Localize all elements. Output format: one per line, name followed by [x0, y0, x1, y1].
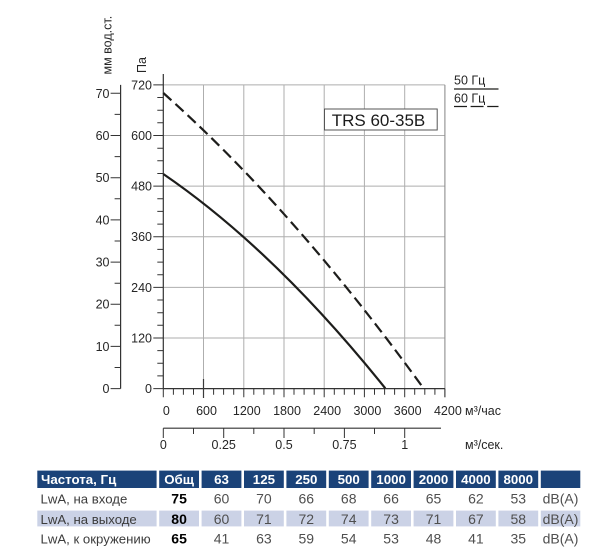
svg-text:63: 63 — [214, 472, 229, 487]
svg-text:10: 10 — [96, 340, 110, 354]
svg-text:66: 66 — [383, 491, 399, 507]
svg-text:LwA, к окружению: LwA, к окружению — [41, 532, 151, 547]
svg-text:41: 41 — [468, 531, 484, 547]
svg-text:68: 68 — [341, 491, 357, 507]
svg-text:62: 62 — [468, 491, 484, 507]
svg-text:dB(A): dB(A) — [543, 491, 579, 507]
svg-text:80: 80 — [171, 511, 187, 527]
svg-text:66: 66 — [299, 491, 315, 507]
svg-text:3000: 3000 — [353, 404, 381, 418]
svg-text:65: 65 — [171, 531, 187, 547]
svg-text:1: 1 — [401, 438, 408, 452]
svg-text:LwA, на выходе: LwA, на выходе — [41, 512, 137, 527]
svg-text:75: 75 — [171, 491, 187, 507]
svg-text:0.5: 0.5 — [275, 438, 292, 452]
svg-text:600: 600 — [196, 404, 217, 418]
svg-text:71: 71 — [256, 511, 272, 527]
svg-text:dB(A): dB(A) — [543, 511, 579, 527]
svg-text:73: 73 — [383, 511, 399, 527]
svg-text:71: 71 — [426, 511, 442, 527]
svg-text:53: 53 — [511, 491, 527, 507]
svg-text:720: 720 — [131, 78, 152, 92]
svg-text:125: 125 — [253, 472, 276, 487]
svg-text:65: 65 — [426, 491, 442, 507]
svg-text:60: 60 — [214, 491, 230, 507]
svg-text:мм вод.ст.: мм вод.ст. — [101, 16, 115, 75]
svg-text:20: 20 — [96, 298, 110, 312]
svg-text:Па: Па — [135, 57, 149, 73]
svg-text:500: 500 — [338, 472, 360, 487]
svg-text:LwA, на входе: LwA, на входе — [41, 492, 128, 507]
svg-text:59: 59 — [299, 531, 315, 547]
svg-text:480: 480 — [131, 180, 152, 194]
svg-text:0: 0 — [145, 382, 152, 396]
svg-text:360: 360 — [131, 230, 152, 244]
svg-text:50 Гц: 50 Гц — [454, 74, 485, 88]
svg-text:4200: 4200 — [434, 404, 462, 418]
svg-text:1800: 1800 — [273, 404, 301, 418]
svg-text:0: 0 — [163, 404, 170, 418]
svg-text:70: 70 — [256, 491, 272, 507]
svg-text:48: 48 — [426, 531, 442, 547]
svg-text:70: 70 — [96, 87, 110, 101]
svg-text:67: 67 — [468, 511, 484, 527]
svg-text:Частота, Гц: Частота, Гц — [41, 472, 117, 487]
svg-text:54: 54 — [341, 531, 357, 547]
svg-text:60: 60 — [214, 511, 230, 527]
svg-text:74: 74 — [341, 511, 357, 527]
svg-text:0.25: 0.25 — [212, 438, 236, 452]
svg-text:TRS 60-35B: TRS 60-35B — [332, 111, 426, 130]
svg-text:40: 40 — [96, 213, 110, 227]
svg-text:2000: 2000 — [419, 472, 449, 487]
svg-text:0.75: 0.75 — [332, 438, 356, 452]
svg-text:1000: 1000 — [376, 472, 406, 487]
svg-text:2400: 2400 — [313, 404, 341, 418]
svg-text:250: 250 — [295, 472, 317, 487]
svg-text:600: 600 — [131, 129, 152, 143]
svg-text:30: 30 — [96, 256, 110, 270]
svg-text:4000: 4000 — [461, 472, 491, 487]
svg-text:Общ: Общ — [164, 472, 195, 487]
svg-text:1200: 1200 — [233, 404, 261, 418]
svg-text:35: 35 — [511, 531, 527, 547]
svg-text:8000: 8000 — [504, 472, 534, 487]
svg-text:м³/сек.: м³/сек. — [465, 438, 503, 452]
svg-text:3600: 3600 — [394, 404, 422, 418]
svg-text:50: 50 — [96, 171, 110, 185]
svg-text:0: 0 — [160, 438, 167, 452]
svg-text:0: 0 — [103, 382, 110, 396]
svg-text:м³/час: м³/час — [465, 404, 501, 418]
svg-text:58: 58 — [511, 511, 527, 527]
svg-text:41: 41 — [214, 531, 230, 547]
svg-text:dB(A): dB(A) — [543, 531, 579, 547]
svg-text:60 Гц: 60 Гц — [454, 92, 485, 106]
svg-text:60: 60 — [96, 129, 110, 143]
svg-text:240: 240 — [131, 281, 152, 295]
svg-text:53: 53 — [383, 531, 399, 547]
svg-text:63: 63 — [256, 531, 272, 547]
svg-text:120: 120 — [131, 332, 152, 346]
svg-text:72: 72 — [299, 511, 315, 527]
